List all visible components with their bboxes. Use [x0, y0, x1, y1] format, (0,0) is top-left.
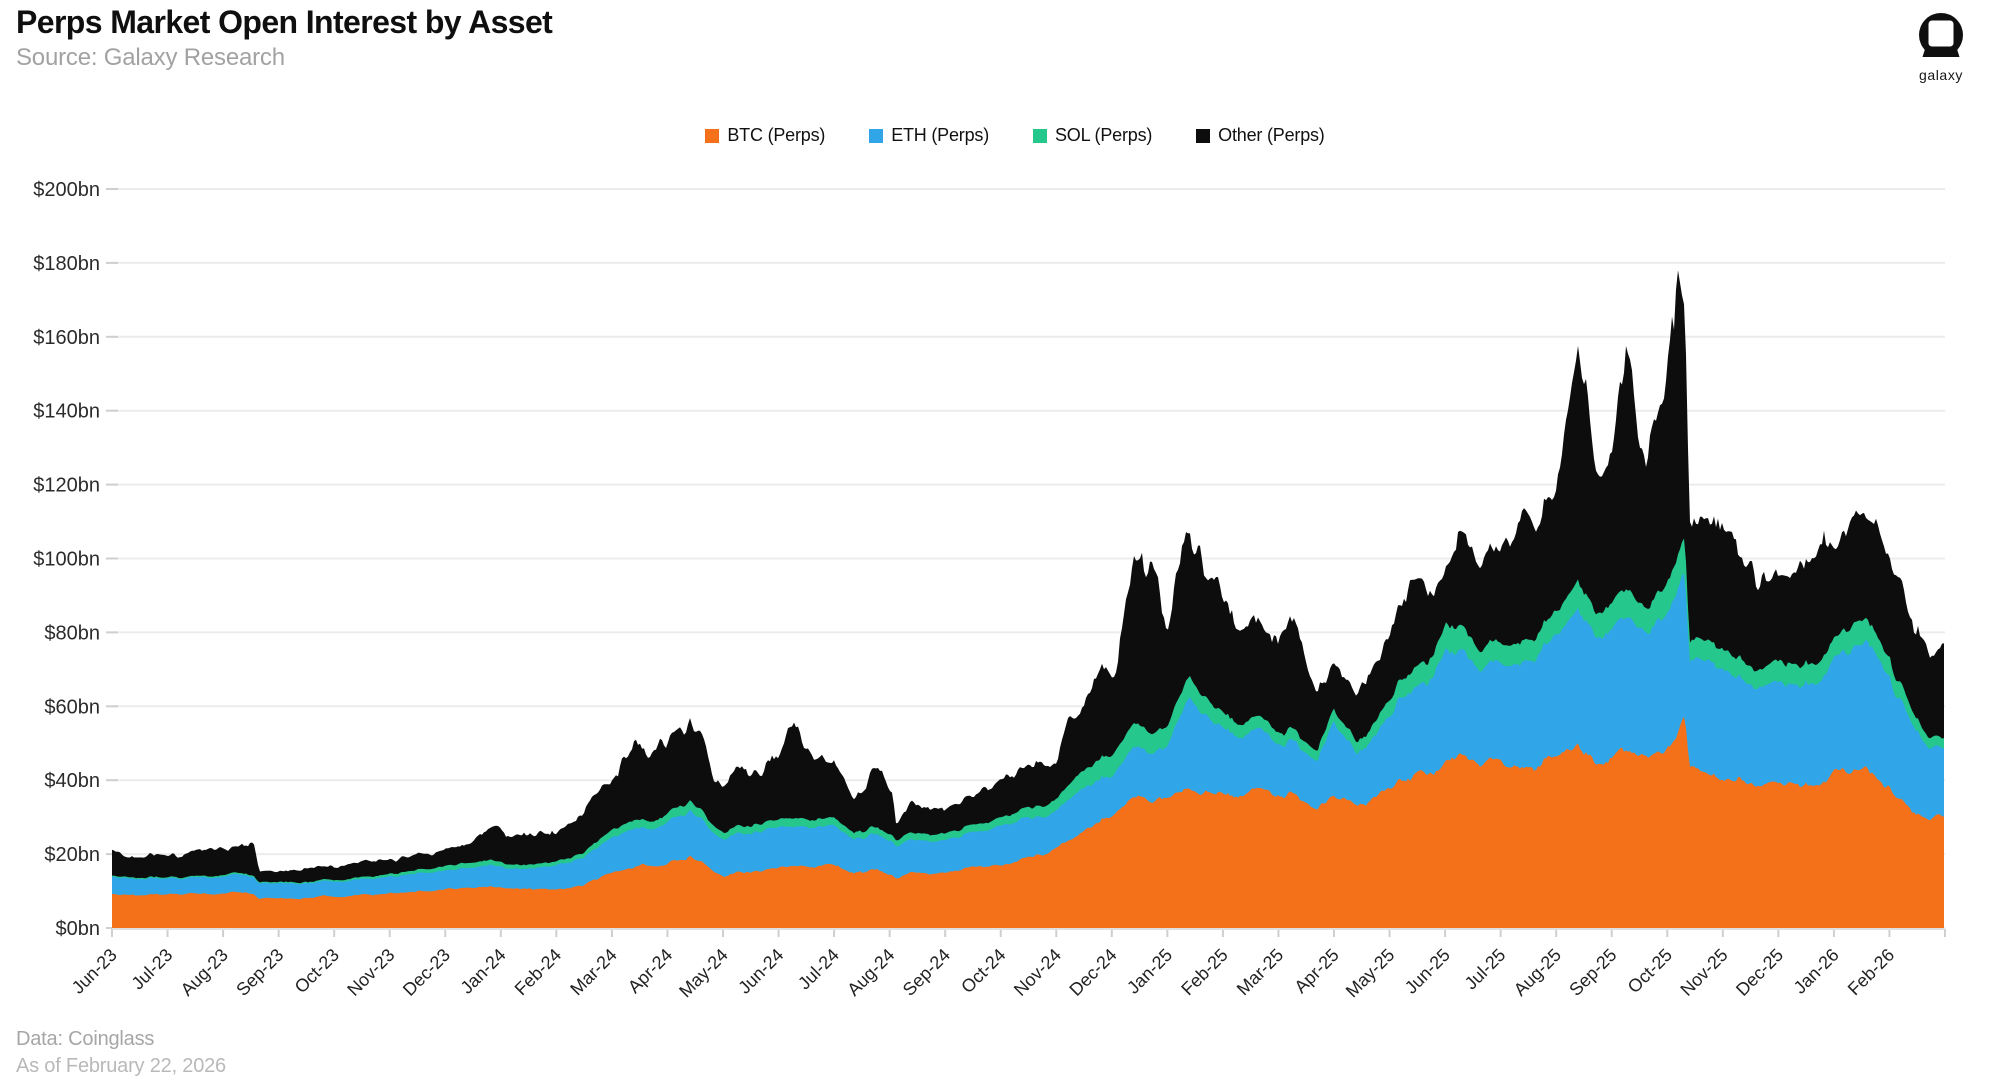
svg-text:Nov-25: Nov-25: [1676, 945, 1731, 1000]
chart-footer: Data: Coinglass As of February 22, 2026: [16, 1026, 226, 1080]
svg-text:Aug-25: Aug-25: [1510, 945, 1565, 1000]
svg-text:$200bn: $200bn: [33, 179, 100, 201]
svg-text:Feb-26: Feb-26: [1844, 945, 1898, 999]
svg-text:Aug-24: Aug-24: [843, 945, 898, 1000]
as-of-date-note: As of February 22, 2026: [16, 1055, 226, 1077]
galaxy-brand: galaxy: [1896, 8, 1986, 83]
data-source-note: Data: Coinglass: [16, 1028, 155, 1050]
svg-text:Jan-25: Jan-25: [1123, 945, 1176, 998]
svg-text:$60bn: $60bn: [44, 696, 100, 718]
svg-text:$120bn: $120bn: [33, 475, 100, 497]
svg-text:Feb-25: Feb-25: [1177, 945, 1231, 999]
svg-text:Nov-24: Nov-24: [1010, 945, 1065, 1000]
svg-text:$100bn: $100bn: [33, 549, 100, 571]
svg-text:Dec-24: Dec-24: [1065, 945, 1120, 1000]
chart-source-subtitle: Source: Galaxy Research: [16, 44, 285, 71]
svg-text:Jun-25: Jun-25: [1401, 945, 1454, 998]
eth-color-swatch-icon: [869, 128, 884, 143]
btc-color-swatch-icon: [705, 128, 720, 143]
svg-text:Dec-23: Dec-23: [399, 945, 454, 1000]
svg-text:Jan-24: Jan-24: [457, 945, 510, 998]
legend-item-other[interactable]: Other (Perps): [1196, 125, 1325, 146]
svg-text:$180bn: $180bn: [33, 253, 100, 275]
svg-text:Jul-25: Jul-25: [1461, 945, 1510, 994]
svg-text:Jul-23: Jul-23: [128, 945, 177, 994]
sol-color-swatch-icon: [1033, 128, 1047, 143]
svg-text:Mar-25: Mar-25: [1233, 945, 1287, 999]
svg-text:Sep-23: Sep-23: [232, 945, 287, 1000]
svg-text:Dec-25: Dec-25: [1732, 945, 1787, 1000]
svg-text:Nov-23: Nov-23: [343, 945, 398, 1000]
svg-text:Oct-24: Oct-24: [957, 945, 1009, 997]
svg-text:Aug-23: Aug-23: [177, 945, 232, 1000]
svg-text:$20bn: $20bn: [44, 844, 100, 866]
svg-text:Jun-24: Jun-24: [734, 945, 787, 998]
galaxy-helmet-logo-icon: [1919, 13, 1963, 57]
legend-label-sol: SOL (Perps): [1055, 125, 1153, 145]
legend-item-btc[interactable]: BTC (Perps): [705, 125, 825, 146]
svg-text:$0bn: $0bn: [56, 918, 101, 940]
legend-label-other: Other (Perps): [1218, 125, 1325, 145]
galaxy-wordmark: galaxy: [1918, 67, 1964, 83]
svg-text:May-25: May-25: [1342, 945, 1399, 1002]
legend-label-btc: BTC (Perps): [727, 125, 826, 145]
svg-text:$140bn: $140bn: [33, 401, 100, 423]
svg-text:Oct-25: Oct-25: [1624, 945, 1676, 997]
svg-text:Oct-23: Oct-23: [291, 945, 343, 997]
svg-text:Jul-24: Jul-24: [794, 945, 843, 994]
chart-legend: BTC (Perps) ETH (Perps) SOL (Perps) Othe…: [540, 125, 1490, 146]
page-title: Perps Market Open Interest by Asset: [16, 4, 553, 40]
svg-text:Sep-24: Sep-24: [899, 945, 954, 1000]
svg-text:May-24: May-24: [675, 945, 732, 1002]
svg-text:Apr-25: Apr-25: [1290, 945, 1342, 997]
svg-text:Mar-24: Mar-24: [566, 945, 620, 999]
svg-text:$40bn: $40bn: [44, 770, 100, 792]
svg-text:Jan-26: Jan-26: [1790, 945, 1843, 998]
other-color-swatch-icon: [1196, 128, 1211, 143]
svg-text:$160bn: $160bn: [33, 327, 100, 349]
legend-label-eth: ETH (Perps): [891, 125, 989, 145]
svg-text:$80bn: $80bn: [44, 622, 100, 644]
svg-text:Jun-23: Jun-23: [68, 945, 121, 998]
svg-text:Sep-25: Sep-25: [1565, 945, 1620, 1000]
legend-item-sol[interactable]: SOL (Perps): [1033, 125, 1152, 146]
svg-text:Feb-24: Feb-24: [511, 945, 565, 999]
svg-text:Apr-24: Apr-24: [624, 945, 676, 997]
legend-item-eth[interactable]: ETH (Perps): [869, 125, 989, 146]
